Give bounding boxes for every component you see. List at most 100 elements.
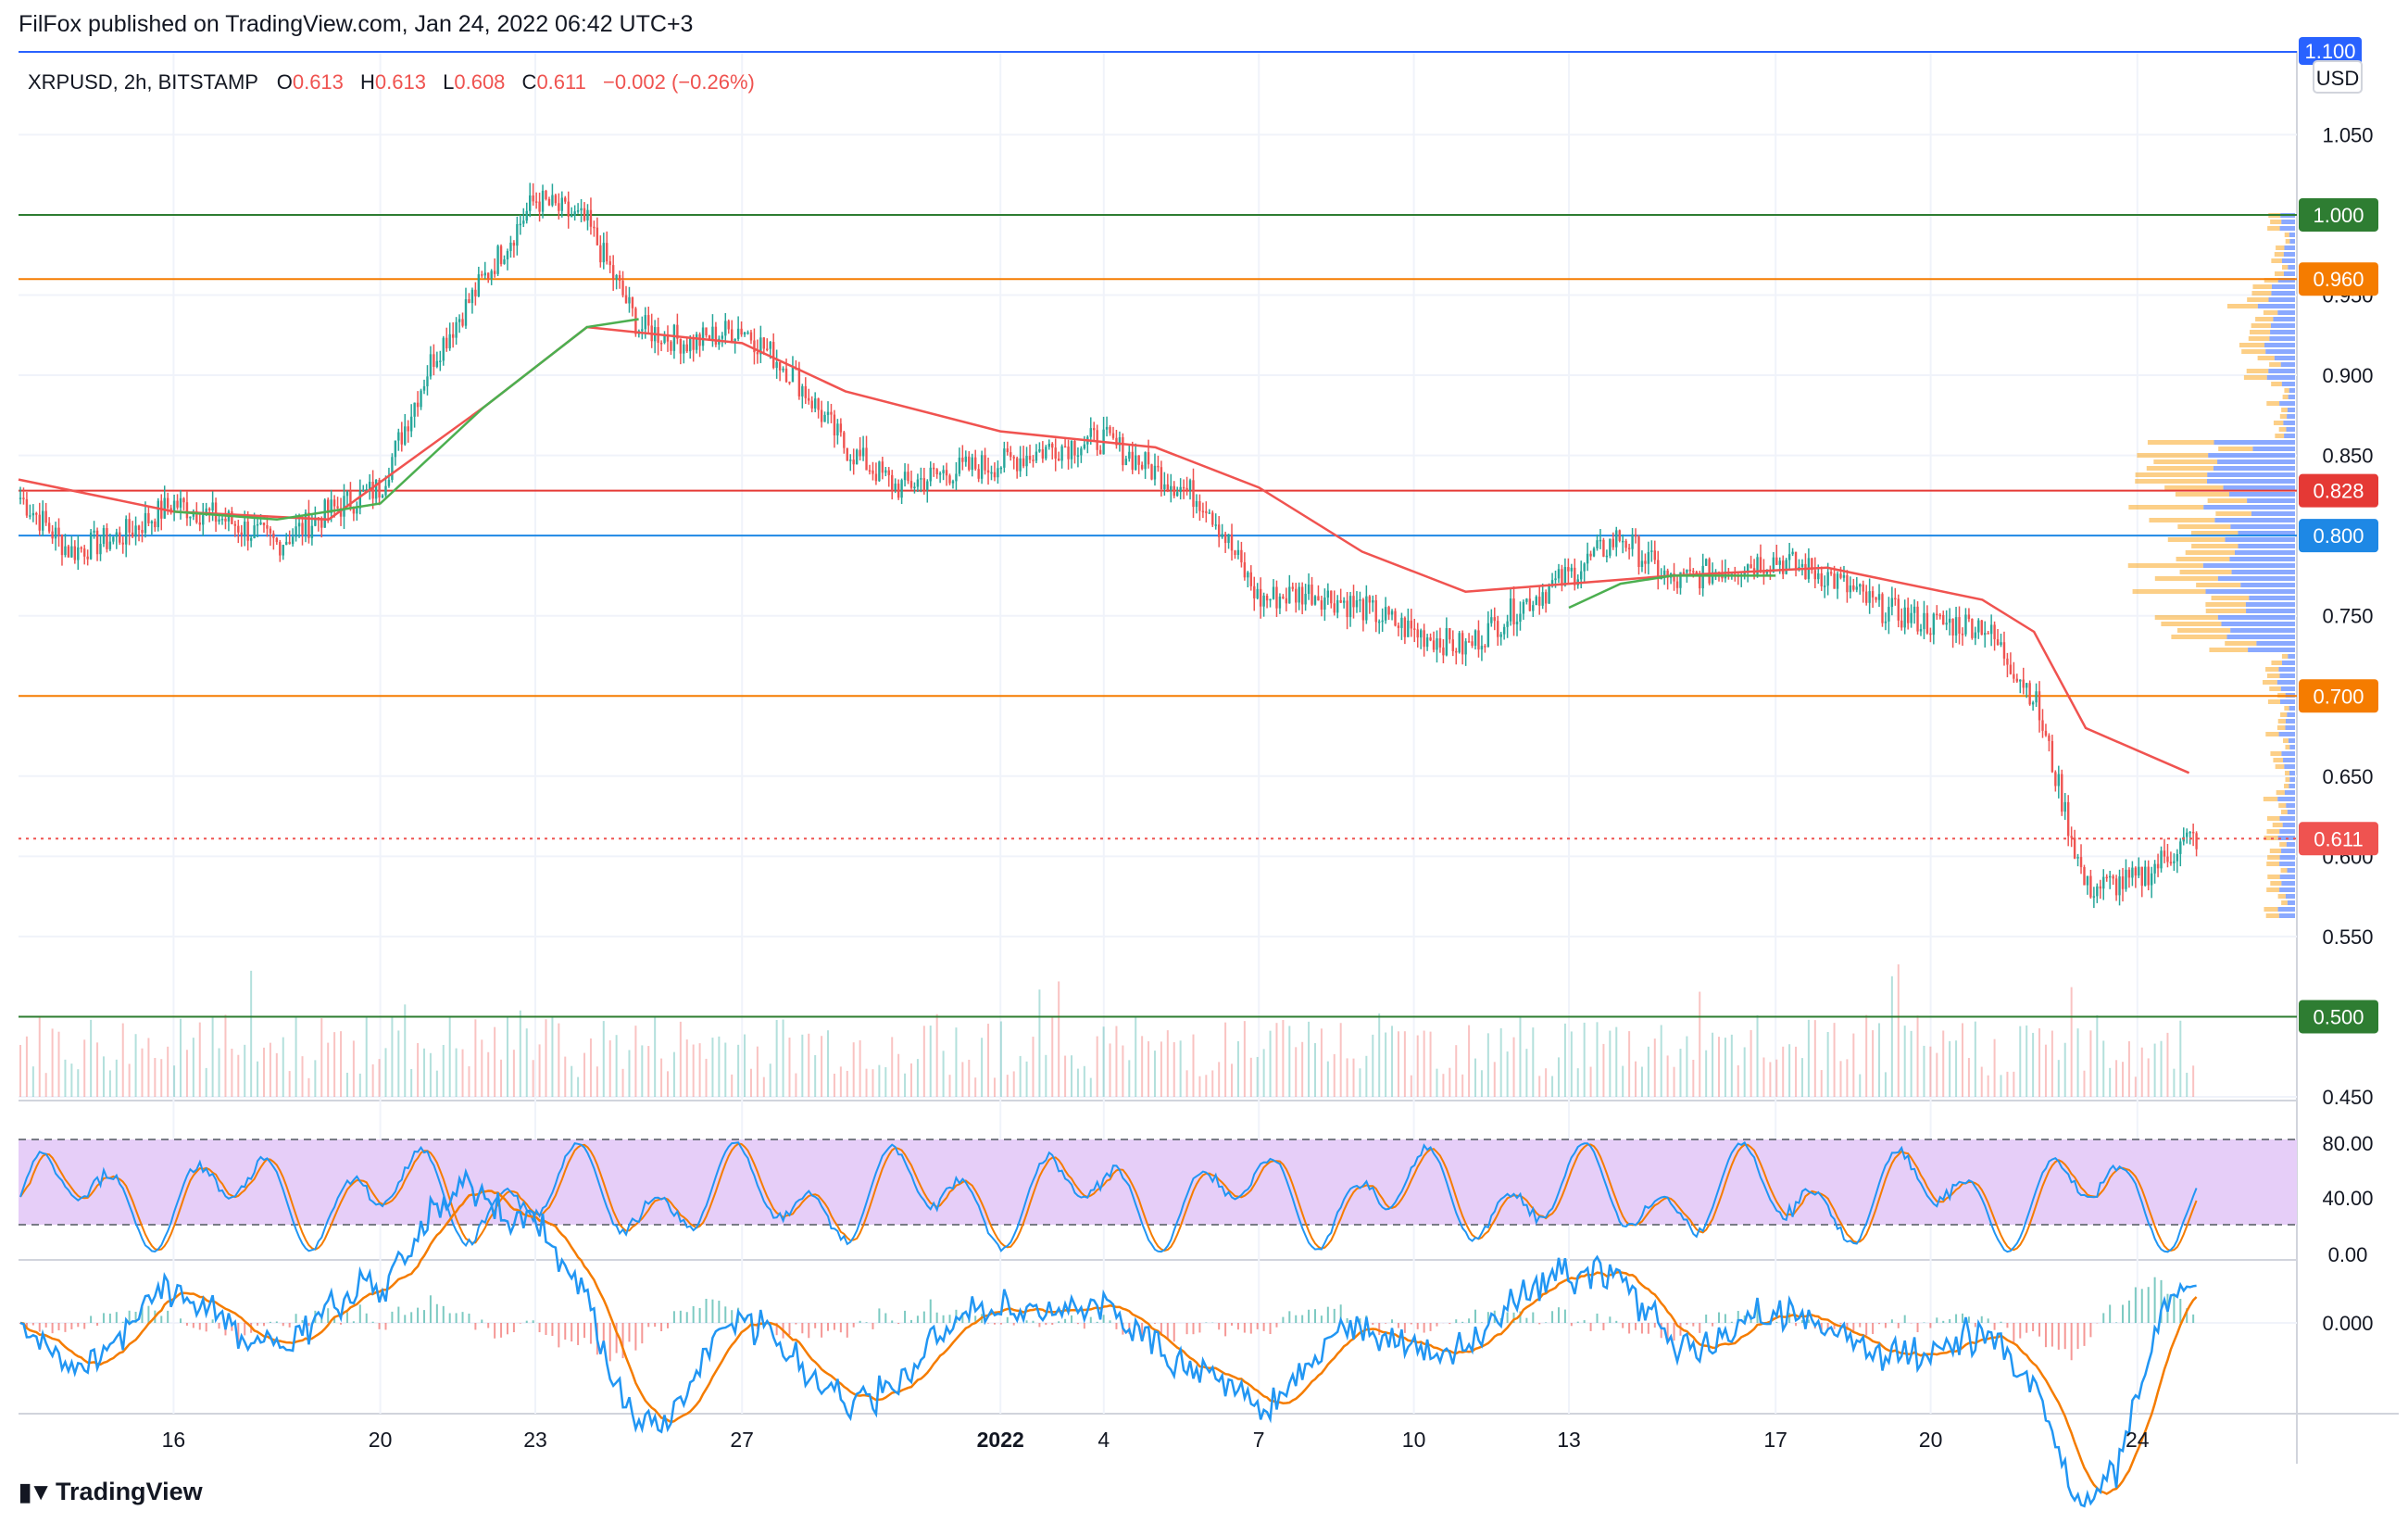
vp-bar-blue xyxy=(2288,265,2295,270)
volume-bar xyxy=(1038,989,1041,1097)
candle-body xyxy=(1686,569,1688,573)
volume-bar xyxy=(1545,1068,1548,1097)
vp-bar-blue xyxy=(2287,414,2295,419)
candle-body xyxy=(771,342,775,369)
volume-bar xyxy=(1249,1057,1252,1097)
macd-hist-bar xyxy=(1955,1314,1958,1323)
macd-hist-bar xyxy=(1486,1312,1489,1323)
tradingview-logo[interactable]: ▮▼ TradingView xyxy=(19,1478,203,1506)
price-tick-3: 0.850 xyxy=(2322,445,2373,468)
vp-bar-blue xyxy=(2289,239,2295,244)
macd-hist-bar xyxy=(1993,1323,1996,1330)
candle-body xyxy=(285,541,288,546)
candle-body xyxy=(320,519,323,528)
volume-bar xyxy=(1596,1022,1599,1097)
candle-body xyxy=(282,545,284,556)
volume-bar xyxy=(301,1056,304,1097)
vp-bar-yellow xyxy=(2248,336,2270,341)
candle-body xyxy=(1583,563,1586,572)
vp-bar-yellow xyxy=(2275,764,2285,769)
candle-body xyxy=(189,516,192,519)
volume-bar xyxy=(1705,1050,1708,1097)
candle-body xyxy=(1131,451,1134,471)
candle-body xyxy=(685,344,688,352)
candle-body xyxy=(909,481,913,488)
volume-bar xyxy=(1205,1075,1208,1097)
volume-bar xyxy=(1679,1049,1682,1097)
volume-bar xyxy=(167,1046,169,1097)
candle-body xyxy=(1105,426,1109,430)
candle-body xyxy=(1288,586,1291,604)
candle-body xyxy=(214,502,218,522)
vp-bar-blue xyxy=(2279,699,2295,704)
volume-bar xyxy=(987,1024,990,1097)
volume-bar xyxy=(378,1059,381,1097)
vp-bar-blue xyxy=(2279,887,2295,892)
vp-bar-yellow xyxy=(2176,557,2230,561)
macd-hist-bar xyxy=(775,1323,778,1336)
candle-body xyxy=(2125,869,2127,889)
macd-hist-bar xyxy=(1333,1308,1336,1323)
candle-body xyxy=(2150,873,2153,886)
macd-hist-bar xyxy=(2083,1323,2086,1346)
level-label-4: 0.700 xyxy=(2313,685,2364,708)
candle-body xyxy=(1839,573,1842,578)
vp-bar-blue xyxy=(2249,596,2295,600)
candle-body xyxy=(1916,606,1919,632)
candle-body xyxy=(891,474,894,491)
candle-body xyxy=(1762,571,1765,574)
macd-hist-bar xyxy=(198,1323,201,1330)
volume-bar xyxy=(999,1021,1002,1097)
macd-hist-bar xyxy=(2044,1323,2047,1348)
vp-bar-blue xyxy=(2270,330,2295,334)
candle-body xyxy=(778,361,782,371)
macd-hist-bar xyxy=(1916,1323,1919,1333)
vp-bar-blue xyxy=(2225,537,2295,542)
vp-bar-yellow xyxy=(2269,849,2282,853)
currency-box[interactable] xyxy=(2313,60,2363,94)
vp-bar-blue xyxy=(2277,797,2295,801)
candle-body xyxy=(1484,646,1486,648)
candle-body xyxy=(1368,596,1372,603)
macd-hist-bar xyxy=(262,1323,265,1327)
candle-body xyxy=(1438,638,1442,648)
candle-body xyxy=(150,521,154,523)
candle-body xyxy=(1894,598,1897,600)
candle-body xyxy=(1675,581,1679,588)
candle-body xyxy=(1900,620,1903,628)
level-label-5: 0.500 xyxy=(2313,1005,2364,1028)
date-axis[interactable]: 16 20 23 27 2022 4 7 10 13 17 20 24 xyxy=(162,1428,2150,1452)
vp-bar-blue xyxy=(2283,421,2295,425)
volume-bar xyxy=(1313,1043,1316,1097)
candle-body xyxy=(1544,592,1548,604)
volume-bar xyxy=(2076,1028,2079,1097)
volume-bar xyxy=(795,1073,797,1097)
candle-body xyxy=(1871,591,1875,598)
candle-body xyxy=(1490,617,1493,623)
volume-bar xyxy=(2025,1025,2028,1097)
vp-bar-blue xyxy=(2217,576,2295,581)
macd-hist-bar xyxy=(634,1323,637,1351)
vp-bar-blue xyxy=(2251,511,2295,516)
candle-body xyxy=(599,245,602,263)
macd-hist-bar xyxy=(1372,1323,1374,1326)
candle-body xyxy=(1051,443,1054,448)
candle-body xyxy=(368,482,371,490)
candle-body xyxy=(1205,510,1208,513)
candle-body xyxy=(1153,465,1157,480)
volume-bar xyxy=(1089,1077,1092,1097)
currency-label: USD xyxy=(2316,67,2359,90)
volume-bar xyxy=(205,1067,207,1097)
volume-bar xyxy=(1865,1014,1868,1097)
vp-bar-blue xyxy=(2247,498,2295,503)
candle-body xyxy=(1987,633,1989,635)
macd-hist-bar xyxy=(1987,1318,1989,1323)
volume-bar xyxy=(218,1048,220,1097)
candle-body xyxy=(1015,458,1019,472)
macd-hist-bar xyxy=(1730,1321,1733,1323)
vp-bar-yellow xyxy=(2285,239,2290,244)
candle-body xyxy=(611,265,615,280)
macd-hist-bar xyxy=(1109,1320,1111,1323)
candle-body xyxy=(964,456,968,462)
